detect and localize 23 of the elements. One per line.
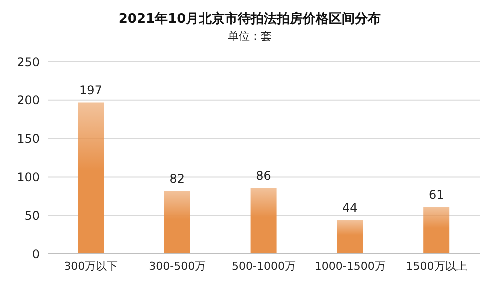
- y-tick-label: 100: [17, 170, 40, 184]
- data-label: 61: [428, 188, 444, 202]
- y-tick-label: 150: [17, 132, 40, 146]
- y-tick-label: 250: [17, 55, 40, 70]
- bar: [337, 220, 364, 254]
- chart-title: 2021年10月北京市待拍法拍房价格区间分布: [118, 10, 382, 28]
- bar: [78, 102, 104, 254]
- bar: [250, 188, 277, 254]
- data-label: 44: [342, 201, 358, 216]
- x-tick-label: 500-1000万: [232, 260, 296, 273]
- bar: [424, 207, 450, 254]
- x-tick-label: 300万以下: [64, 260, 118, 273]
- chart-subtitle: 单位：套: [227, 29, 273, 44]
- y-tick-label: 0: [32, 247, 40, 262]
- x-tick-label: 1500万以上: [406, 260, 468, 273]
- data-label: 82: [170, 172, 186, 186]
- y-tick-label: 50: [24, 208, 40, 223]
- data-label: 86: [256, 168, 272, 183]
- y-tick-label: 200: [17, 94, 40, 108]
- x-tick-label: 1000-1500万: [314, 260, 386, 273]
- bar: [164, 191, 190, 254]
- data-label: 197: [80, 84, 102, 98]
- x-tick-label: 300-500万: [149, 260, 206, 273]
